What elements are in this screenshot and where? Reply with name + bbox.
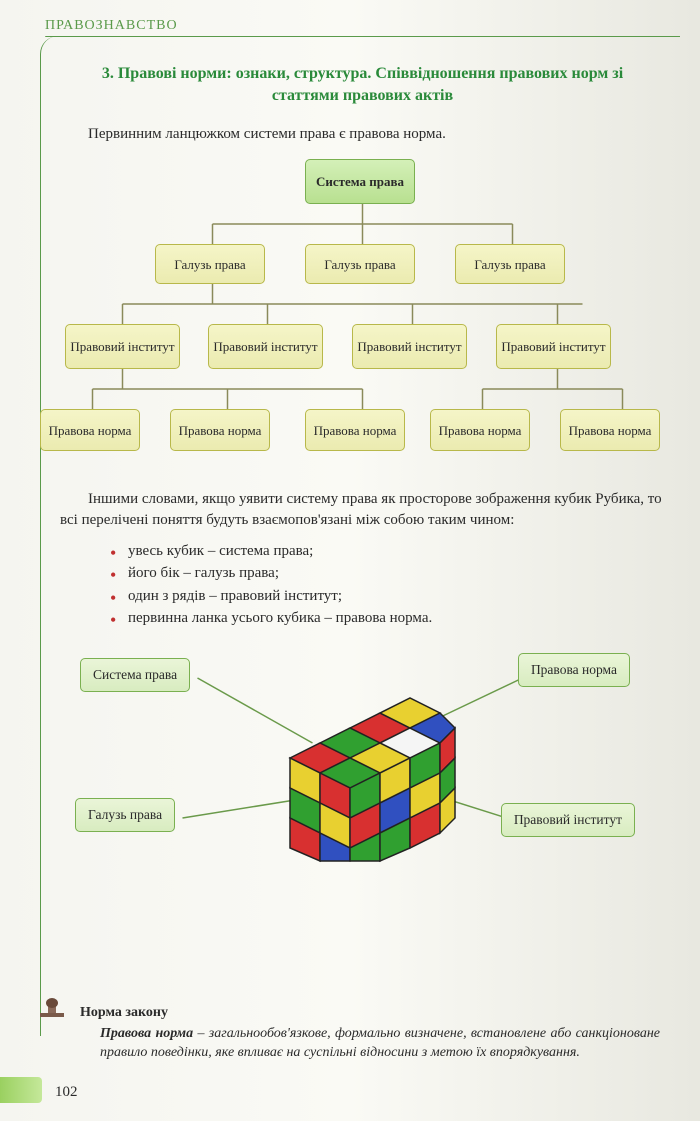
tree-branch-2: Галузь права <box>305 244 415 284</box>
tree-branch-1: Галузь права <box>155 244 265 284</box>
tree-institute-3: Правовий інститут <box>352 324 467 369</box>
header-subject: ПРАВОЗНАВСТВО <box>45 18 178 34</box>
bullet-1: увесь кубик – система права; <box>110 540 665 563</box>
callout-norm: Правова норма <box>518 653 630 687</box>
definition-block: Норма закону Правова норма – загальнообо… <box>70 1005 660 1063</box>
left-rule <box>40 36 60 1036</box>
page-tab <box>0 1077 42 1103</box>
tree-institute-4: Правовий інститут <box>496 324 611 369</box>
bullet-3: один з рядів – правовий інститут; <box>110 585 665 608</box>
page-number: 102 <box>55 1084 78 1101</box>
tree-norm-1: Правова норма <box>40 409 140 451</box>
callout-system: Система права <box>80 658 190 692</box>
tree-root: Система права <box>305 159 415 204</box>
hierarchy-tree: Система права Галузь права Галузь права … <box>60 154 665 474</box>
tree-norm-2: Правова норма <box>170 409 270 451</box>
callout-institute: Правовий інститут <box>501 803 635 837</box>
header-rule <box>45 36 680 37</box>
tree-norm-4: Правова норма <box>430 409 530 451</box>
bullet-2: його бік – галузь права; <box>110 562 665 585</box>
bullet-list: увесь кубик – система права; його бік – … <box>110 540 665 630</box>
tree-norm-3: Правова норма <box>305 409 405 451</box>
callout-branch: Галузь права <box>75 798 175 832</box>
definition-text: Правова норма – загальнообов'язкове, фор… <box>100 1025 660 1063</box>
definition-title: Норма закону <box>80 1005 660 1021</box>
definition-lead: Правова норма <box>100 1026 193 1041</box>
tree-institute-1: Правовий інститут <box>65 324 180 369</box>
stamp-icon <box>38 997 66 1019</box>
intro-paragraph: Первинним ланцюжком системи права є прав… <box>60 124 665 144</box>
section-title: 3. Правові норми: ознаки, структура. Спі… <box>90 63 635 106</box>
tree-branch-3: Галузь права <box>455 244 565 284</box>
page-content: 3. Правові норми: ознаки, структура. Спі… <box>60 55 665 888</box>
tree-norm-5: Правова норма <box>560 409 660 451</box>
cube-diagram: Система права Правова норма Галузь права… <box>60 648 665 888</box>
tree-institute-2: Правовий інститут <box>208 324 323 369</box>
bullet-4: первинна ланка усього кубика – правова н… <box>110 607 665 630</box>
rubiks-cube-icon <box>280 693 460 863</box>
paragraph-2: Іншими словами, якщо уявити систему прав… <box>60 489 665 530</box>
